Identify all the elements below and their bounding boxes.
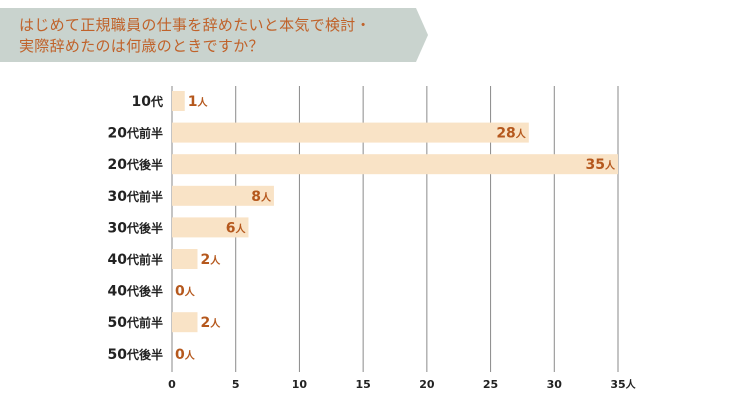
value-label-7: 2人 <box>200 315 221 331</box>
x-tick-label-0: 0 <box>168 378 176 391</box>
x-tick-label-20: 20 <box>419 378 435 391</box>
category-label-7: 50代前半 <box>108 315 164 331</box>
title-banner-shape <box>0 8 428 62</box>
value-label-4: 6人 <box>226 220 247 236</box>
title-banner <box>0 8 428 62</box>
x-axis-unit: 人 <box>626 378 637 391</box>
value-label-0: 1人 <box>188 94 209 110</box>
bar-4 <box>172 217 249 238</box>
bar-2 <box>172 154 618 175</box>
value-label-6: 0人 <box>175 284 196 300</box>
category-labels: 10代 20代前半 20代後半 30代前半 30代後半 40代前半 40代後半 50代前半 50… <box>108 94 164 363</box>
value-label-5: 2人 <box>200 252 221 268</box>
value-label-2: 35人 <box>586 157 616 173</box>
chart-title-line-1: はじめて正規職員の仕事を辞めたいと本気で検討・ <box>19 16 371 34</box>
bar-1 <box>172 122 529 143</box>
x-axis-ticks: 0 5 10 15 20 25 30 35人 <box>168 378 636 391</box>
category-label-8: 50代後半 <box>108 347 164 363</box>
value-label-3: 8人 <box>251 189 272 205</box>
bar-3 <box>172 185 274 206</box>
category-label-6: 40代後半 <box>108 284 164 300</box>
category-label-4: 30代後半 <box>108 220 164 236</box>
bar-0 <box>172 91 185 111</box>
value-label-8: 0人 <box>175 347 196 363</box>
x-tick-label-30: 30 <box>547 378 563 391</box>
category-label-5: 40代前半 <box>108 252 164 268</box>
x-tick-label-5: 5 <box>232 378 240 391</box>
x-tick-label-15: 15 <box>355 378 370 391</box>
category-label-1: 20代前半 <box>108 126 164 142</box>
x-tick-label-25: 25 <box>483 378 498 391</box>
category-label-2: 20代後半 <box>108 157 164 173</box>
value-label-1: 28人 <box>496 126 526 142</box>
x-tick-label-35: 35人 <box>610 378 636 391</box>
bar-5 <box>172 249 198 269</box>
bar-7 <box>172 312 198 333</box>
bars <box>172 91 618 333</box>
category-label-3: 30代前半 <box>108 189 164 205</box>
chart-title-line-2: 実際辞めたのは何歳のときですか？ <box>19 37 264 55</box>
x-tick-label-10: 10 <box>292 378 308 391</box>
category-label-0: 10代 <box>132 94 164 110</box>
